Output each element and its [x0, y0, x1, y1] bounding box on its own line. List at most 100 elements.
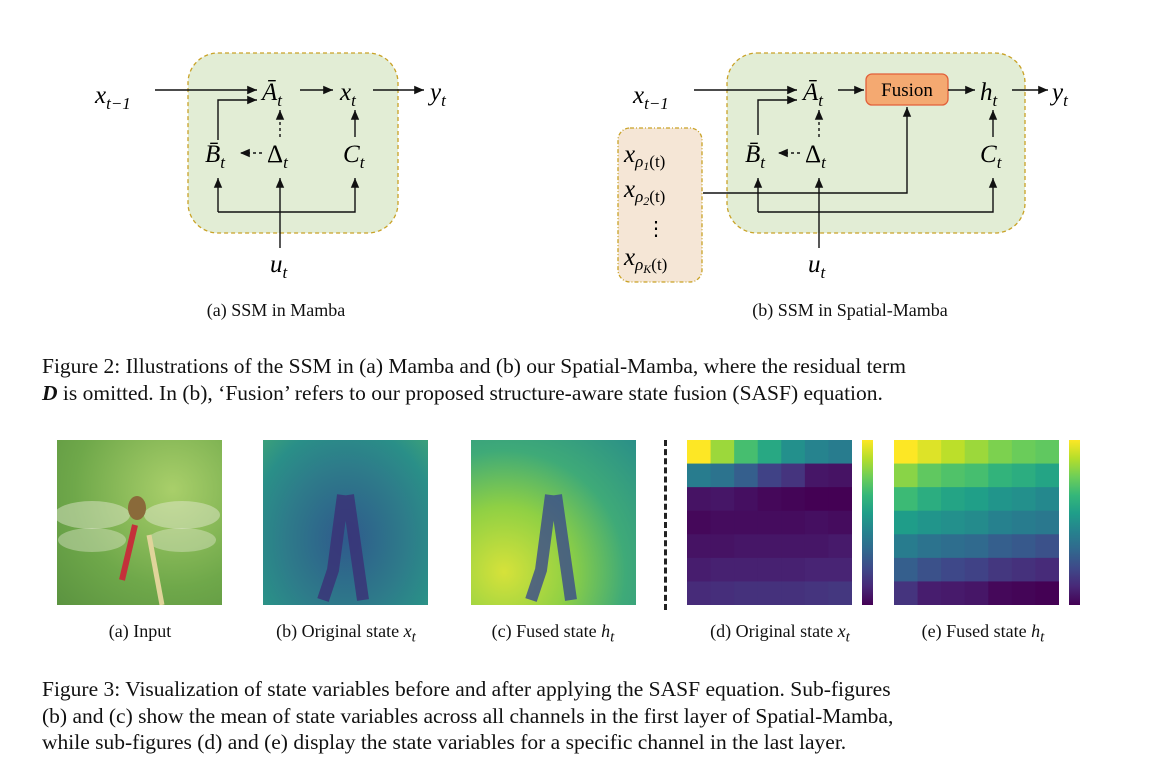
heatmap-cell [964, 463, 989, 488]
heatmap-cell [1011, 463, 1036, 488]
heatmap-cell [687, 487, 712, 512]
heatmap-cell [734, 510, 759, 535]
fused-state-mean-map [471, 440, 636, 605]
heatmap-cell [781, 440, 806, 465]
heatmap-cell [988, 487, 1013, 512]
heatmap-cell [1035, 463, 1059, 488]
node-C: Ct [343, 141, 366, 172]
node-u: ut [270, 251, 289, 282]
neighbor-state-1: xρ1(t) [623, 141, 665, 173]
heatmap-cell [828, 463, 852, 488]
node-B-bar: B̄t [745, 141, 766, 172]
dragonfly-icon [54, 496, 220, 606]
heatmap-cell [828, 557, 852, 582]
heatmap-cell [941, 534, 966, 559]
caption-text: is omitted. In (b), ‘Fusion’ refers to o… [57, 380, 883, 405]
input-image-dragonfly [54, 440, 222, 606]
heatmap-cell [1011, 440, 1036, 465]
heatmap-cell [828, 581, 852, 605]
heatmap-cell [734, 487, 759, 512]
heatmap-cell [894, 581, 919, 605]
heatmap-cell [781, 510, 806, 535]
ellipsis: ⋮ [646, 218, 666, 240]
figure2-caption: Figure 2: Illustrations of the SSM in (a… [42, 353, 1122, 406]
heatmap-cell [781, 557, 806, 582]
heatmap-cell [757, 510, 782, 535]
heatmap-cell [917, 440, 942, 465]
heatmap-cell [1035, 534, 1059, 559]
state-box [726, 52, 1026, 234]
node-delta: Δt [267, 141, 289, 172]
node-A-bar: Āt [801, 79, 824, 110]
heatmap-cell [804, 534, 829, 559]
heatmap-cell [757, 557, 782, 582]
heatmap-cell [734, 534, 759, 559]
heatmap-cell [894, 534, 919, 559]
node-u: ut [808, 251, 827, 282]
heatmap-cell [964, 487, 989, 512]
node-C: Ct [980, 141, 1003, 172]
diagram-spatial-mamba-ssm: Fusion xt−1 Āt ht yt B̄t Δt Ct ut xρ1(t)… [617, 52, 1069, 283]
heatmap-cell [804, 557, 829, 582]
heatmap-cell [964, 440, 989, 465]
heatmap-cell [757, 440, 782, 465]
node-A-bar: Āt [260, 79, 283, 110]
caption-line: while sub-figures (d) and (e) display th… [42, 730, 847, 754]
heatmap-cell [894, 510, 919, 535]
heatmap-cell [1035, 557, 1059, 582]
heatmap-cell [988, 463, 1013, 488]
heatmap-cell [988, 581, 1013, 605]
heatmap-cell [757, 581, 782, 605]
heatmap-cell [941, 463, 966, 488]
heatmap-cell [941, 440, 966, 465]
heatmap-cell [710, 463, 735, 488]
diagram-mamba-ssm: xt−1 Āt xt yt B̄t Δt Ct ut [94, 52, 447, 282]
heatmap-cell [988, 440, 1013, 465]
heatmap-cell [894, 463, 919, 488]
heatmap-cell [710, 557, 735, 582]
heatmap-cell [1035, 487, 1059, 512]
heatmap-cell [964, 581, 989, 605]
heatmap-cell [964, 557, 989, 582]
heatmap-cell [687, 557, 712, 582]
heatmap-cell [804, 440, 829, 465]
node-x: xt [339, 79, 357, 110]
heatmap-cell [734, 557, 759, 582]
heatmap-cell [804, 463, 829, 488]
heatmap-cell [964, 510, 989, 535]
bold-D: D [42, 380, 58, 405]
node-x-prev: xt−1 [632, 82, 669, 113]
heatmap-cell [917, 581, 942, 605]
heatmap-cell [757, 487, 782, 512]
heatmap-cell [988, 510, 1013, 535]
heatmap-cell [1035, 440, 1059, 465]
heatmap-cell [687, 463, 712, 488]
heatmap-cell [828, 487, 852, 512]
heatmap-cell [917, 463, 942, 488]
heatmap-cell [781, 463, 806, 488]
heatmap-cell [941, 510, 966, 535]
heatmap-cell [917, 487, 942, 512]
heatmap-cell [687, 534, 712, 559]
subcaption-a: (a) SSM in Mamba [206, 300, 346, 320]
heatmap-cell [1035, 510, 1059, 535]
heatmap-cell [734, 581, 759, 605]
heatmap-cell [941, 487, 966, 512]
heatmap-cell [988, 534, 1013, 559]
heatmap-cell [734, 440, 759, 465]
heatmap-cell [917, 534, 942, 559]
heatmap-cell [710, 534, 735, 559]
heatmap-cell [1035, 581, 1059, 605]
heatmap-cell [804, 510, 829, 535]
node-y: yt [427, 79, 447, 110]
caption-line: Figure 3: Visualization of state variabl… [42, 677, 891, 701]
colorbar [1069, 440, 1080, 605]
heatmap-cell [988, 557, 1013, 582]
heatmap-cell [894, 440, 919, 465]
colorbar [862, 440, 873, 605]
heatmap-cell [781, 487, 806, 512]
heatmap-cell [757, 534, 782, 559]
heatmap-cell [757, 463, 782, 488]
node-h: ht [980, 79, 999, 110]
